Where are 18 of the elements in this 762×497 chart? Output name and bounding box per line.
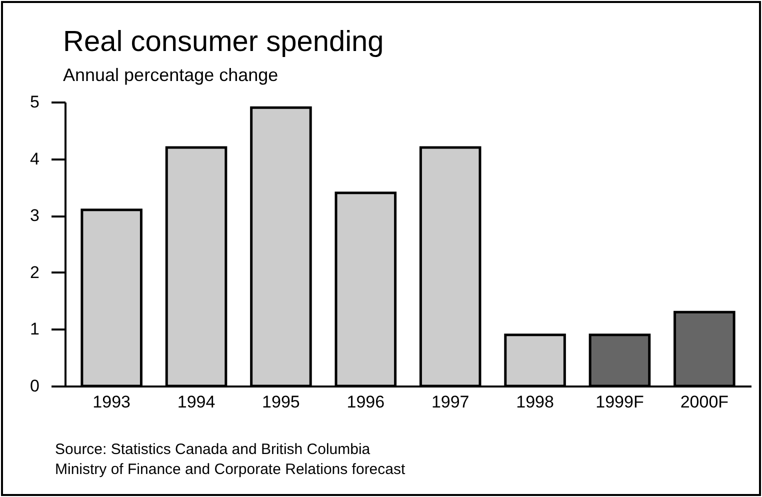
text: Ministry of Finance and Corporate Relations forecast: [55, 460, 406, 480]
x-tick-label: 2000F: [680, 392, 729, 412]
x-tick-label: 1999F: [596, 392, 644, 412]
x-tick-label: 1993: [92, 392, 130, 412]
y-tick-label: 3: [30, 206, 40, 226]
chart-title: Real consumer spending: [63, 26, 384, 58]
y-tick-label: 4: [30, 149, 40, 168]
x-tick-label: 1994: [177, 392, 216, 412]
x-tick-label: 1996: [346, 392, 385, 412]
x-tick-label: 1995: [262, 392, 300, 412]
x-tick-label: 1998: [516, 392, 554, 412]
y-tick-label: 0: [30, 376, 40, 396]
y-tick-label: 2: [30, 262, 40, 282]
source-note: Source: Statistics Canada and British Columbia: [55, 440, 372, 460]
chart-subtitle: Annual percentage change: [63, 65, 278, 85]
y-tick-label: 5: [30, 92, 40, 112]
x-tick-label: 1997: [431, 392, 470, 412]
y-tick-label: 1: [30, 320, 40, 339]
